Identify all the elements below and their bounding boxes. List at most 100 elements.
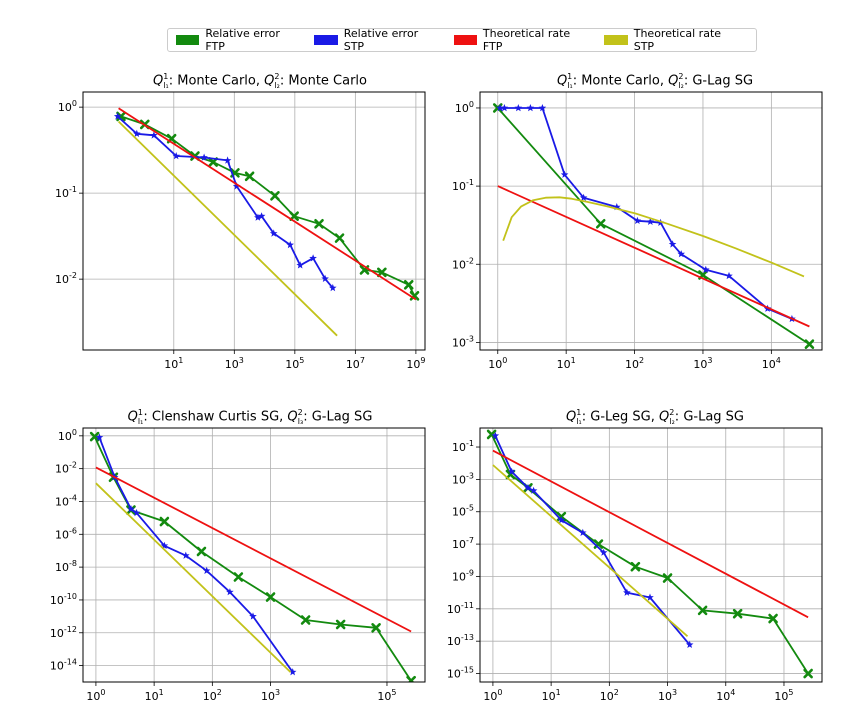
y-tick-label: 100: [58, 428, 77, 443]
x-tick-label: 102: [600, 688, 619, 703]
data-point-star: [725, 271, 733, 280]
x-tick-label: 100: [488, 356, 507, 371]
x-tick-exponent: 9: [420, 356, 425, 365]
series-line: [93, 436, 412, 682]
data-point-x: [314, 219, 324, 229]
data-point-star: [113, 112, 122, 120]
y-tick-base: 10: [55, 463, 69, 476]
data-point-star: [160, 541, 169, 549]
y-tick-exponent: -3: [466, 334, 474, 343]
panel-1-title: Q1l₁: Monte Carlo, Q2l₂: Monte Carlo: [152, 72, 367, 90]
data-point-star: [579, 528, 587, 536]
x-tick-exponent: 2: [614, 688, 619, 697]
x-tick-label: 107: [346, 356, 365, 371]
data-point-star: [95, 433, 104, 441]
data-point-x: [233, 572, 244, 582]
x-tick-label: 104: [716, 688, 735, 703]
data-point-x: [803, 668, 813, 679]
x-tick-exponent: 1: [571, 356, 576, 365]
y-tick-label: 10-3: [452, 334, 474, 349]
y-tick-exponent: -2: [69, 461, 77, 470]
data-point-star: [132, 508, 141, 517]
series-group: [492, 103, 815, 349]
data-point-x: [371, 623, 381, 633]
y-tick-base: 10: [447, 635, 461, 648]
y-tick-exponent: -4: [69, 493, 77, 502]
y-tick-exponent: -1: [69, 185, 77, 194]
data-point-x: [630, 561, 641, 572]
y-tick-base: 10: [50, 660, 64, 673]
legend-item-ftp-rate: Theoretical rate FTP: [453, 27, 591, 53]
x-tick-base: 10: [625, 358, 639, 371]
chart-panel-3: 100 101 102 103 10510010-210-410-610-810-101…: [50, 427, 426, 703]
x-tick-label: 103: [261, 688, 280, 703]
data-point-x: [265, 592, 276, 602]
legend-swatch-stp-rate: [604, 35, 628, 45]
y-tick-exponent: -12: [64, 625, 77, 634]
y-tick-base: 10: [55, 528, 69, 541]
data-point-star: [646, 217, 655, 225]
y-tick-base: 10: [55, 495, 69, 508]
data-point-star: [329, 283, 337, 292]
data-point-star: [296, 261, 304, 269]
data-point-star: [496, 104, 504, 112]
x-tick-base: 10: [164, 358, 178, 371]
legend-label-stp-rate: Theoretical rate STP: [633, 27, 722, 53]
series-line: [95, 482, 292, 673]
x-tick-base: 10: [762, 358, 776, 371]
data-point-star: [702, 265, 710, 273]
x-tick-base: 10: [225, 358, 239, 371]
y-tick-label: 100: [455, 100, 474, 115]
y-tick-label: 10-1: [452, 178, 474, 193]
data-point-star: [557, 516, 566, 524]
data-point-star: [514, 104, 523, 112]
x-tick-exponent: 5: [391, 688, 396, 697]
data-point-star: [529, 486, 538, 494]
y-tick-label: 10-9: [452, 568, 474, 583]
x-tick-exponent: 4: [730, 688, 735, 697]
y-tick-exponent: -8: [69, 559, 77, 568]
y-tick-exponent: -1: [466, 178, 474, 187]
data-point-x: [595, 218, 606, 229]
x-tick-exponent: 3: [707, 356, 712, 365]
x-tick-label: 102: [203, 688, 222, 703]
axes-frame: [82, 427, 426, 683]
x-tick-exponent: 3: [275, 688, 280, 697]
data-point-star: [491, 431, 500, 439]
x-tick-exponent: 1: [159, 688, 164, 697]
x-tick-base: 10: [377, 690, 391, 703]
y-tick-label: 10-10: [50, 592, 77, 607]
data-point-x: [334, 233, 345, 243]
data-point-x: [377, 267, 387, 278]
y-tick-base: 10: [452, 336, 466, 349]
y-tick-label: 10-5: [452, 504, 474, 519]
data-point-star: [500, 104, 509, 112]
data-point-star: [232, 182, 241, 190]
series-line: [497, 107, 810, 345]
panel-2-title: Q1l₁: Monte Carlo, Q2l₂: G-Lag SG: [556, 72, 754, 90]
y-tick-exponent: 0: [469, 100, 474, 109]
series-line: [497, 185, 810, 328]
data-point-star: [321, 274, 329, 282]
x-tick-label: 105: [377, 688, 396, 703]
legend-item-stp-rate: Theoretical rate STP: [604, 27, 742, 53]
data-point-star: [269, 229, 278, 237]
data-point-x: [804, 339, 815, 349]
data-point-star: [613, 203, 621, 211]
x-tick-exponent: 2: [639, 356, 644, 365]
y-tick-label: 10-12: [50, 625, 77, 640]
data-point-star: [249, 612, 257, 620]
x-tick-base: 10: [346, 358, 360, 371]
data-point-x: [196, 546, 207, 557]
y-tick-label: 10-13: [447, 633, 474, 648]
x-tick-label: 101: [164, 356, 183, 371]
data-point-star: [579, 193, 588, 201]
y-tick-exponent: -11: [461, 601, 474, 610]
y-tick-base: 10: [455, 102, 469, 115]
y-tick-exponent: -7: [466, 536, 474, 545]
x-tick-exponent: 0: [100, 688, 105, 697]
x-tick-label: 100: [86, 688, 105, 703]
x-tick-label: 103: [693, 356, 712, 371]
data-point-x: [697, 605, 708, 616]
